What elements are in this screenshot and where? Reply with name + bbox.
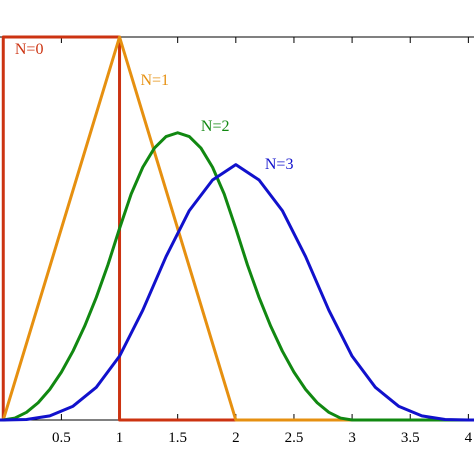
x-tick-label: 4 [465,430,473,446]
series-label-n2: N=2 [201,118,230,135]
x-tick-label: 0.5 [52,430,71,446]
x-tick-label: 1 [116,430,124,446]
x-tick-label: 2 [232,430,240,446]
series-line-n2 [0,131,474,422]
series-line-n3 [0,163,474,422]
series-label-n1: N=1 [140,72,169,89]
series-layer [0,35,474,422]
x-tick-label: 3 [348,430,356,446]
x-tick-label: 2.5 [285,430,304,446]
series-line-n1 [0,35,474,422]
series-line-n0 [0,35,474,422]
x-tick-label: 3.5 [401,430,420,446]
series-label-n0: N=0 [15,41,44,58]
x-tick-label: 1.5 [168,430,187,446]
axes: 0.5 1 1.5 2 2.5 3 3.5 4 [0,36,474,446]
label-layer: N=0 N=1 N=2 N=3 [15,41,294,173]
series-label-n3: N=3 [265,156,294,173]
